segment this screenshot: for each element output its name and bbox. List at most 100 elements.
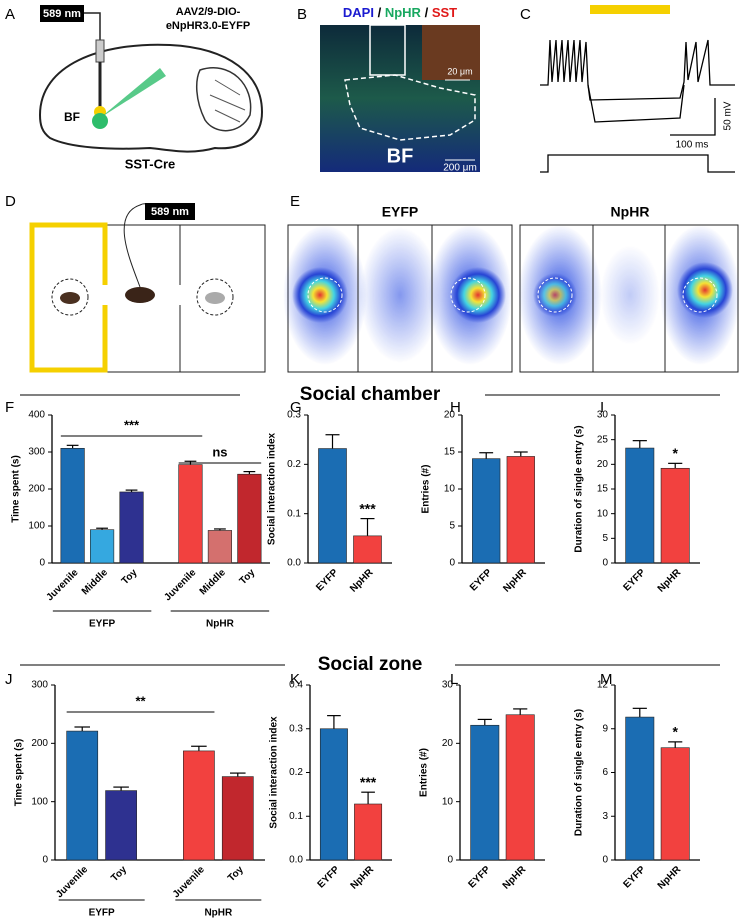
bar bbox=[472, 458, 501, 564]
scale-bar bbox=[670, 98, 716, 136]
x-tick-label: NpHR bbox=[501, 864, 529, 892]
laser-box bbox=[145, 203, 195, 220]
bar bbox=[221, 776, 254, 861]
panel-label: F bbox=[5, 399, 14, 416]
panel-label: G bbox=[290, 399, 302, 416]
x-tick-label: NpHR bbox=[349, 864, 377, 892]
panel-label: L bbox=[450, 671, 458, 688]
bar bbox=[505, 714, 535, 861]
virus-label: AAV2/9-DIO- bbox=[176, 6, 241, 18]
group-title: EYFP bbox=[382, 204, 419, 220]
panel-label: A bbox=[5, 6, 15, 23]
x-tick-label: Juvenile bbox=[171, 864, 207, 900]
x-tick-label: Toy bbox=[109, 864, 129, 884]
panel-a: 589 nm AAV2/9-DIO- eNpHR3.0-EYFP BF SST-… bbox=[38, 5, 264, 171]
cup bbox=[537, 277, 573, 313]
panel-e: EYFP NpHR bbox=[283, 204, 739, 373]
y-tick-label: 0.3 bbox=[289, 723, 303, 734]
x-tick-label: EYFP bbox=[314, 567, 340, 593]
panel-label: B bbox=[297, 6, 307, 23]
x-tick-label: Middle bbox=[80, 567, 110, 597]
y-tick-label: 15 bbox=[597, 484, 609, 495]
bar bbox=[237, 473, 262, 564]
x-tick-label: EYFP bbox=[467, 864, 493, 890]
occupancy bbox=[283, 225, 739, 365]
bar bbox=[89, 529, 115, 564]
x-tick-label: EYFP bbox=[622, 864, 648, 890]
panel-label: D bbox=[5, 193, 16, 210]
y-tick-label: 0 bbox=[449, 558, 455, 569]
y-tick-label: 10 bbox=[597, 508, 609, 519]
panel-label: E bbox=[290, 193, 300, 210]
bf-outline bbox=[344, 74, 476, 141]
laser-label: 589 nm bbox=[151, 206, 189, 218]
y-axis-label: Time spent (s) bbox=[14, 739, 25, 807]
x-tick-label: EYFP bbox=[622, 567, 648, 593]
trace bbox=[587, 84, 685, 123]
y-tick-label: 5 bbox=[602, 533, 608, 544]
y-tick-label: 0 bbox=[602, 855, 608, 866]
y-axis-label: Duration of single entry (s) bbox=[574, 709, 585, 836]
region-label: BF bbox=[64, 110, 80, 124]
scale-label: 20 μm bbox=[447, 66, 472, 76]
x-tick-label: NpHR bbox=[501, 567, 529, 595]
y-axis-label: Entries (#) bbox=[421, 465, 432, 514]
virus-label: eNpHR3.0-EYFP bbox=[166, 20, 250, 32]
y-tick-label: 200 bbox=[31, 738, 48, 749]
y-tick-label: 0 bbox=[39, 558, 45, 569]
bar bbox=[318, 448, 347, 564]
folia bbox=[209, 79, 246, 123]
y-tick-label: 0.0 bbox=[287, 558, 301, 569]
panel-b: DAPI / NpHR / SST 20 μm BF 200 μm bbox=[320, 5, 480, 174]
trace bbox=[540, 39, 735, 101]
panel-label: I bbox=[600, 399, 604, 416]
y-tick-label: 25 bbox=[597, 434, 609, 445]
y-axis-label: Social interaction index bbox=[269, 716, 280, 829]
x-tick-label: NpHR bbox=[348, 567, 376, 595]
significance-label: ns bbox=[212, 444, 227, 459]
y-tick-label: 0.4 bbox=[289, 680, 303, 691]
lit-chamber bbox=[29, 222, 108, 373]
current-step bbox=[540, 154, 735, 173]
y-tick-label: 10 bbox=[442, 796, 454, 807]
y-tick-label: 6 bbox=[602, 767, 608, 778]
injection-site bbox=[92, 113, 108, 129]
cup bbox=[682, 277, 718, 313]
scale-label: 200 μm bbox=[443, 163, 477, 174]
panel-c: 50 mV 100 ms bbox=[540, 5, 735, 173]
test-mouse bbox=[125, 287, 155, 303]
panel-d: 589 nm bbox=[29, 203, 266, 373]
y-tick-label: 12 bbox=[597, 680, 609, 691]
y-tick-label: 15 bbox=[444, 447, 456, 458]
y-tick-label: 5 bbox=[449, 521, 455, 532]
y-tick-label: 200 bbox=[28, 484, 45, 495]
x-tick-label: Toy bbox=[238, 567, 258, 587]
cup bbox=[196, 278, 234, 316]
region-label: BF bbox=[387, 145, 414, 167]
y-tick-label: 30 bbox=[597, 410, 609, 421]
cable bbox=[84, 12, 101, 40]
bar bbox=[660, 467, 690, 564]
y-axis-label: Duration of single entry (s) bbox=[574, 425, 585, 552]
bar bbox=[66, 730, 99, 861]
bar bbox=[625, 716, 655, 861]
group-label: NpHR bbox=[204, 908, 233, 919]
bar bbox=[105, 790, 137, 861]
scale-label: 100 ms bbox=[676, 140, 709, 151]
y-axis-label: Entries (#) bbox=[419, 748, 430, 797]
y-tick-label: 0.2 bbox=[289, 767, 303, 778]
significance-label: *** bbox=[360, 774, 377, 790]
y-tick-label: 400 bbox=[28, 410, 45, 421]
x-tick-label: Juvenile bbox=[54, 864, 90, 900]
x-tick-label: NpHR bbox=[656, 567, 684, 595]
ferrule bbox=[95, 39, 105, 63]
panel-label: K bbox=[290, 671, 300, 688]
y-tick-label: 0.3 bbox=[287, 410, 301, 421]
x-tick-label: EYFP bbox=[316, 864, 342, 890]
y-tick-label: 0 bbox=[602, 558, 608, 569]
x-tick-label: Juvenile bbox=[45, 567, 81, 603]
y-tick-label: 300 bbox=[28, 447, 45, 458]
section-title: Social chamber bbox=[300, 384, 441, 405]
y-tick-label: 0.0 bbox=[289, 855, 303, 866]
significance-label: *** bbox=[124, 417, 140, 432]
